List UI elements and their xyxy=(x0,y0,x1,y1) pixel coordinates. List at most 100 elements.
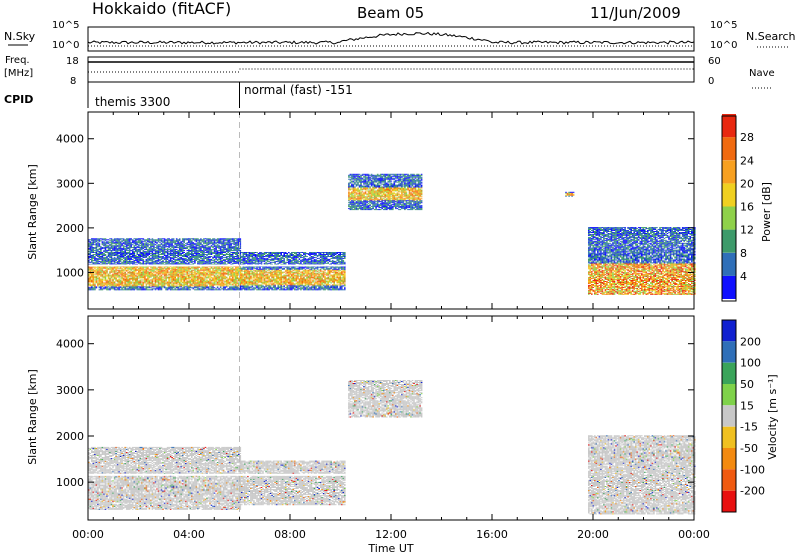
power-cell xyxy=(163,241,166,243)
power-cell xyxy=(244,288,246,290)
power-cell xyxy=(216,254,219,255)
power-cell xyxy=(159,262,161,264)
power-cell xyxy=(207,252,210,253)
power-cell xyxy=(148,283,151,285)
power-cell xyxy=(148,253,151,254)
power-cell xyxy=(128,261,131,263)
power-cell xyxy=(224,247,226,249)
power-cell xyxy=(256,277,258,279)
power-cell xyxy=(135,247,137,249)
power-cell xyxy=(244,274,246,276)
power-cell xyxy=(175,273,178,275)
power-cell xyxy=(228,257,231,259)
power-cell xyxy=(218,246,220,248)
power-cell xyxy=(248,263,251,265)
power-cell xyxy=(203,260,205,262)
power-cell xyxy=(244,267,246,269)
power-cell xyxy=(154,262,157,264)
power-cell xyxy=(157,270,160,272)
power-cell xyxy=(262,283,264,285)
power-cell xyxy=(139,248,142,250)
power-cell xyxy=(241,259,243,261)
power-cell xyxy=(156,247,158,249)
power-cell xyxy=(180,248,182,250)
power-cell xyxy=(128,278,131,280)
power-cell xyxy=(197,269,199,271)
power-cell xyxy=(127,283,129,285)
power-cell xyxy=(106,250,108,252)
power-cell xyxy=(148,256,151,258)
power-cell xyxy=(251,252,254,253)
power-cell xyxy=(112,287,114,289)
power-cell xyxy=(183,257,185,259)
power-cell xyxy=(172,242,175,244)
power-cell xyxy=(122,262,125,264)
power-cell xyxy=(131,261,134,263)
power-cell xyxy=(198,284,201,286)
power-cell xyxy=(157,245,160,247)
power-cell xyxy=(206,257,208,259)
power-cell xyxy=(162,247,164,249)
power-cell xyxy=(150,272,152,274)
power-cell xyxy=(133,283,136,285)
power-cell xyxy=(215,249,217,251)
power-cell xyxy=(148,251,151,253)
power-cell xyxy=(141,288,143,290)
power-cell xyxy=(109,278,111,280)
power-cell xyxy=(204,282,207,284)
power-cell xyxy=(121,240,123,242)
power-cell xyxy=(142,273,145,275)
power-cell xyxy=(204,257,207,259)
power-cell xyxy=(244,279,246,281)
power-cell xyxy=(200,260,202,262)
power-cell xyxy=(121,256,123,257)
power-cell xyxy=(178,279,181,281)
power-cell xyxy=(124,269,126,271)
power-cell xyxy=(101,244,104,246)
power-cell xyxy=(118,260,120,262)
power-cell xyxy=(119,241,122,243)
power-cell xyxy=(218,283,220,285)
power-cell xyxy=(259,281,261,283)
power-cell xyxy=(248,274,251,276)
power-cell xyxy=(221,256,223,257)
power-cell xyxy=(107,242,110,244)
power-cell xyxy=(236,280,239,282)
power-cell xyxy=(191,280,193,282)
power-cell xyxy=(110,267,113,269)
power-cell xyxy=(238,257,240,259)
power-cell xyxy=(128,271,131,273)
power-cell xyxy=(177,273,179,275)
power-cell xyxy=(213,263,216,265)
power-cell xyxy=(171,281,173,283)
power-cell xyxy=(241,252,243,253)
power-cell xyxy=(119,239,122,241)
power-cell xyxy=(175,289,178,291)
power-cell xyxy=(133,281,136,283)
power-cell xyxy=(200,249,202,251)
power-cell xyxy=(118,283,120,285)
power-cell xyxy=(213,266,216,268)
power-cell xyxy=(218,258,220,260)
power-cell xyxy=(92,239,95,241)
power-cell xyxy=(233,247,235,249)
power-cell xyxy=(222,259,225,261)
power-cell xyxy=(142,267,145,269)
power-cell xyxy=(109,289,111,291)
power-cell xyxy=(133,266,136,268)
x-axis-label: Time UT xyxy=(367,542,413,554)
power-cell xyxy=(166,283,169,285)
power-cell xyxy=(127,247,129,249)
power-cell xyxy=(177,276,179,278)
power-cell xyxy=(133,276,136,278)
power-cell xyxy=(144,276,146,278)
power-cell xyxy=(118,267,120,269)
power-cell xyxy=(228,251,231,253)
power-cell xyxy=(174,242,176,244)
power-cell xyxy=(171,238,173,240)
power-cell xyxy=(241,273,243,275)
power-cell xyxy=(104,240,107,242)
power-cell xyxy=(150,274,152,276)
power-cell xyxy=(162,282,164,284)
power-cell xyxy=(183,280,185,282)
